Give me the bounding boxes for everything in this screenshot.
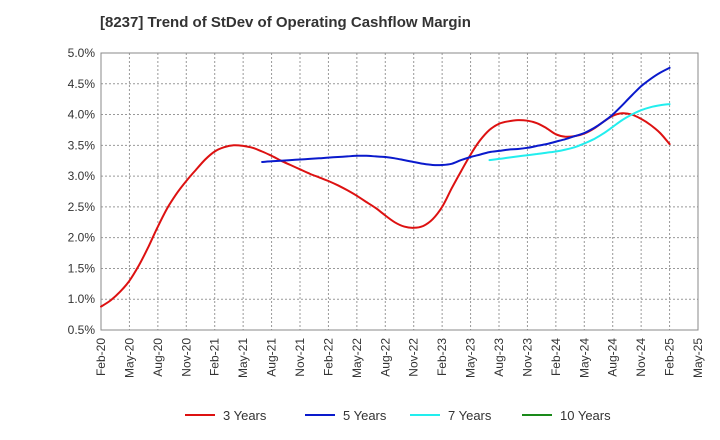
x-tick-label: Aug-21	[265, 338, 279, 377]
x-tick-label: Feb-20	[94, 338, 108, 376]
x-tick-label: Feb-22	[321, 338, 335, 376]
x-tick-label: May-21	[236, 338, 250, 378]
legend-label-5-years: 5 Years	[343, 408, 387, 423]
y-tick-label: 4.5%	[68, 77, 96, 91]
y-tick-label: 0.5%	[68, 323, 96, 337]
x-tick-label: Nov-21	[293, 338, 307, 377]
y-tick-label: 5.0%	[68, 46, 96, 60]
y-tick-label: 1.5%	[68, 261, 96, 275]
y-tick-label: 3.0%	[68, 169, 96, 183]
x-tick-label: May-23	[464, 338, 478, 378]
x-tick-label: May-22	[350, 338, 364, 378]
x-tick-label: Aug-24	[606, 338, 620, 377]
plot-frame	[100, 52, 699, 331]
x-tick-label: May-20	[122, 338, 136, 378]
y-tick-label: 2.5%	[68, 200, 96, 214]
series-line-7-years	[488, 103, 671, 162]
x-tick-label: Feb-21	[208, 338, 222, 376]
y-tick-label: 1.0%	[68, 292, 96, 306]
x-tick-label: Nov-24	[634, 338, 648, 377]
x-tick-label: Feb-25	[663, 338, 677, 376]
axes: 0.5% 1.0% 1.5% 2.0% 2.5% 3.0% 3.5% 4.0% 4.5% 5.0%…	[68, 46, 705, 378]
x-tick-label: Nov-23	[520, 338, 534, 377]
legend-label-10-years: 10 Years	[560, 408, 611, 423]
series-lines	[100, 66, 671, 308]
x-tick-label: May-25	[691, 338, 705, 378]
legend: 3 Years 5 Years 7 Years 10 Years	[185, 408, 611, 423]
grid	[100, 52, 699, 331]
x-tick-label: Aug-23	[492, 338, 506, 377]
x-tick-label: Aug-20	[151, 338, 165, 377]
y-tick-label: 2.0%	[68, 231, 96, 245]
chart-title: [8237] Trend of StDev of Operating Cashf…	[100, 14, 471, 31]
x-tick-label: Aug-22	[378, 338, 392, 377]
series-line-5-years	[261, 66, 671, 167]
x-tick-label: May-24	[577, 338, 591, 378]
x-tick-label: Feb-24	[549, 338, 563, 376]
legend-label-7-years: 7 Years	[448, 408, 492, 423]
x-tick-label: Nov-20	[179, 338, 193, 377]
x-tick-label: Feb-23	[435, 338, 449, 376]
y-tick-label: 3.5%	[68, 138, 96, 152]
x-tick-label: Nov-22	[407, 338, 421, 377]
y-tick-label: 4.0%	[68, 108, 96, 122]
legend-label-3-years: 3 Years	[223, 408, 267, 423]
plot-area	[101, 53, 698, 330]
